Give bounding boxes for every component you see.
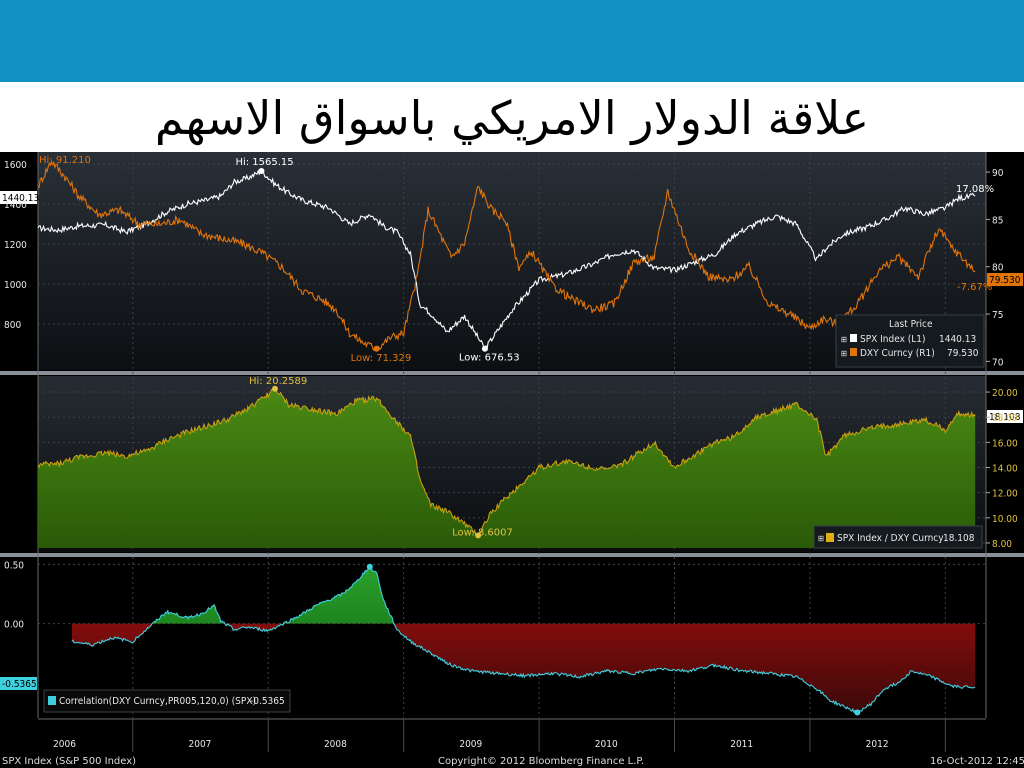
legend-swatch-dxy bbox=[850, 348, 857, 356]
x-axis-year-label: 2007 bbox=[189, 739, 212, 750]
bloomberg-chart: Hi: 91.210 Hi: 1565.15 Low: 71.329 Low: … bbox=[0, 152, 1024, 768]
legend-title: Last Price bbox=[889, 319, 933, 330]
legend-toggle-icon[interactable]: ⊞ bbox=[841, 335, 847, 344]
header-band bbox=[0, 0, 1024, 82]
left-axis-tick-label: 0.50 bbox=[4, 560, 24, 571]
left-axis-tick-label: 800 bbox=[4, 320, 21, 331]
legend-swatch-spx bbox=[850, 334, 857, 342]
right-axis-tick-label: 75 bbox=[992, 310, 1003, 321]
legend-toggle-icon[interactable]: ⊞ bbox=[841, 349, 847, 358]
spx-change-label: 17.08% bbox=[956, 184, 994, 195]
corr-last-tag: -0.5365 bbox=[2, 679, 37, 690]
legend-toggle-icon[interactable]: ⊞ bbox=[818, 534, 824, 543]
x-axis-year-label: 2010 bbox=[595, 739, 618, 750]
bottom-legend: Correlation(DXY Curncy,PR005,120,0) (SPX… bbox=[43, 689, 291, 713]
left-axis-tick-label: 0.00 bbox=[4, 620, 24, 631]
right-axis-tick-label: 8.00 bbox=[992, 539, 1012, 550]
series-line-dxy bbox=[37, 159, 976, 352]
panel-divider bbox=[0, 371, 1024, 375]
right-axis-tick-label: 14.00 bbox=[992, 464, 1018, 475]
ratio-line bbox=[37, 386, 976, 537]
slide-title: علاقة الدولار الامريكي باسواق الاسهم bbox=[154, 91, 870, 145]
spx-high-marker bbox=[258, 167, 265, 174]
dxy-last-tag: 79.530 bbox=[989, 275, 1021, 286]
ratio-last-tag: 18.108 bbox=[989, 412, 1021, 423]
corr-high-marker bbox=[366, 563, 373, 570]
bottom-legend-box bbox=[43, 689, 291, 713]
left-axis-tick-label: 1400 bbox=[4, 200, 27, 211]
dxy-low-label: Low: 71.329 bbox=[351, 353, 412, 364]
spx-high-label: Hi: 1565.15 bbox=[235, 157, 293, 168]
legend-value-corr: -0.5365 bbox=[250, 696, 285, 707]
spx-last-tag-bg bbox=[0, 191, 37, 204]
corr-negative-fill bbox=[71, 623, 976, 714]
corr-low-marker bbox=[854, 709, 861, 716]
corr-line bbox=[71, 566, 976, 716]
ratio-high-label: Hi: 20.2589 bbox=[249, 376, 307, 387]
legend-value-spx: 1440.13 bbox=[939, 334, 976, 345]
top-legend-box bbox=[835, 314, 985, 368]
right-axis-tick-label: 70 bbox=[992, 357, 1004, 368]
right-axis-tick-label: 20.00 bbox=[992, 388, 1018, 399]
footer-security: SPX Index (S&P 500 Index) bbox=[2, 756, 136, 767]
left-axis-tick-label: 1600 bbox=[4, 160, 27, 171]
x-axis-year-label: 2009 bbox=[459, 739, 482, 750]
right-axis-tick-label: 10.00 bbox=[992, 514, 1018, 525]
x-axis-years: 2006 2007 2008 2009 2010 2011 2012 bbox=[53, 719, 946, 752]
spx-last-tag: 1440.13 bbox=[2, 193, 39, 204]
x-axis-year-label: 2006 bbox=[53, 739, 76, 750]
legend-label-corr: Correlation(DXY Curncy,PR005,120,0) (SPX… bbox=[59, 696, 256, 707]
right-axis-tick-label: 18.00 bbox=[992, 413, 1018, 424]
dxy-change-label: -7.67% bbox=[957, 282, 992, 293]
middle-legend: ⊞ SPX Index / DXY Curncy 18.108 bbox=[813, 525, 983, 549]
legend-value-dxy: 79.530 bbox=[947, 348, 979, 359]
panel-divider bbox=[0, 553, 1024, 557]
ratio-area-fill bbox=[38, 387, 976, 548]
right-axis-tick-label: 12.00 bbox=[992, 489, 1018, 500]
x-axis-year-label: 2011 bbox=[730, 739, 753, 750]
footer-timestamp: 16-Oct-2012 12:45:37 bbox=[930, 756, 1024, 767]
ratio-last-tag-bg bbox=[987, 410, 1023, 423]
data-layer bbox=[37, 159, 976, 716]
series-line-spx bbox=[37, 168, 976, 350]
left-axis-tick-label: 1200 bbox=[4, 240, 27, 251]
middle-legend-box bbox=[813, 525, 983, 549]
legend-swatch-ratio bbox=[826, 533, 834, 542]
right-axis-tick-label: 80 bbox=[992, 263, 1004, 274]
right-axis-tick-label: 90 bbox=[992, 168, 1004, 179]
x-axis-strip bbox=[0, 719, 1024, 768]
ratio-high-marker bbox=[272, 385, 278, 392]
legend-label-ratio: SPX Index / DXY Curncy bbox=[837, 533, 944, 544]
right-axis-tick-label: 85 bbox=[992, 215, 1003, 226]
spx-low-marker bbox=[481, 345, 488, 352]
corr-positive-fill bbox=[152, 567, 394, 624]
ratio-low-label: Low: 8.6007 bbox=[452, 527, 513, 538]
right-axis-tick-label: 16.00 bbox=[992, 438, 1018, 449]
legend-swatch-corr bbox=[48, 696, 56, 705]
ratio-low-marker bbox=[475, 532, 482, 539]
legend-label-dxy: DXY Curncy (R1) bbox=[860, 348, 935, 359]
top-legend: Last Price ⊞ SPX Index (L1) 1440.13 ⊞ DX… bbox=[835, 314, 985, 368]
x-axis-year-label: 2012 bbox=[866, 739, 889, 750]
x-axis-year-label: 2008 bbox=[324, 739, 347, 750]
chart-svg: Hi: 91.210 Hi: 1565.15 Low: 71.329 Low: … bbox=[0, 152, 1024, 768]
left-axis-tick-label: 1000 bbox=[4, 280, 27, 291]
dxy-low-marker bbox=[373, 345, 380, 352]
dxy-last-tag-bg bbox=[987, 273, 1023, 286]
spx-low-label: Low: 676.53 bbox=[459, 353, 520, 364]
legend-value-ratio: 18.108 bbox=[943, 533, 975, 544]
top-panel-bg bbox=[38, 152, 986, 370]
legend-label-spx: SPX Index (L1) bbox=[860, 334, 926, 345]
footer-copyright: Copyright© 2012 Bloomberg Finance L.P. bbox=[438, 756, 644, 767]
dxy-high-label: Hi: 91.210 bbox=[39, 155, 91, 166]
corr-last-tag-bg bbox=[0, 677, 37, 690]
